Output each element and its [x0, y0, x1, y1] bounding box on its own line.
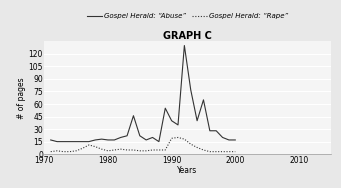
Gospel Herald: “Abuse”: (2e+03, 28): “Abuse”: (2e+03, 28) — [208, 130, 212, 132]
Gospel Herald: “Rape”: (1.98e+03, 4): “Rape”: (1.98e+03, 4) — [74, 150, 78, 152]
X-axis label: Years: Years — [177, 166, 198, 175]
Gospel Herald: “Rape”: (1.98e+03, 4): “Rape”: (1.98e+03, 4) — [138, 150, 142, 152]
Gospel Herald: “Abuse”: (1.97e+03, 15): “Abuse”: (1.97e+03, 15) — [55, 140, 59, 143]
Gospel Herald: “Rape”: (1.97e+03, 3): “Rape”: (1.97e+03, 3) — [61, 151, 65, 153]
Gospel Herald: “Rape”: (1.97e+03, 3): “Rape”: (1.97e+03, 3) — [49, 151, 53, 153]
Gospel Herald: “Rape”: (1.99e+03, 8): “Rape”: (1.99e+03, 8) — [195, 146, 199, 149]
Gospel Herald: “Rape”: (1.99e+03, 5): “Rape”: (1.99e+03, 5) — [157, 149, 161, 151]
Gospel Herald: “Abuse”: (1.98e+03, 20): “Abuse”: (1.98e+03, 20) — [119, 136, 123, 139]
Gospel Herald: “Rape”: (1.97e+03, 3): “Rape”: (1.97e+03, 3) — [68, 151, 72, 153]
Gospel Herald: “Rape”: (1.98e+03, 5): “Rape”: (1.98e+03, 5) — [131, 149, 135, 151]
Gospel Herald: “Abuse”: (1.99e+03, 55): “Abuse”: (1.99e+03, 55) — [163, 107, 167, 109]
Gospel Herald: “Rape”: (1.97e+03, 4): “Rape”: (1.97e+03, 4) — [55, 150, 59, 152]
Gospel Herald: “Rape”: (2e+03, 3): “Rape”: (2e+03, 3) — [208, 151, 212, 153]
Gospel Herald: “Abuse”: (1.99e+03, 40): “Abuse”: (1.99e+03, 40) — [169, 120, 174, 122]
Gospel Herald: “Abuse”: (1.99e+03, 15): “Abuse”: (1.99e+03, 15) — [157, 140, 161, 143]
Gospel Herald: “Rape”: (1.99e+03, 18): “Rape”: (1.99e+03, 18) — [182, 138, 187, 140]
Gospel Herald: “Abuse”: (1.99e+03, 130): “Abuse”: (1.99e+03, 130) — [182, 44, 187, 47]
Gospel Herald: “Rape”: (2e+03, 3): “Rape”: (2e+03, 3) — [227, 151, 231, 153]
Gospel Herald: “Abuse”: (2e+03, 65): “Abuse”: (2e+03, 65) — [202, 99, 206, 101]
Gospel Herald: “Rape”: (1.98e+03, 5): “Rape”: (1.98e+03, 5) — [125, 149, 129, 151]
Gospel Herald: “Abuse”: (1.99e+03, 17): “Abuse”: (1.99e+03, 17) — [144, 139, 148, 141]
Gospel Herald: “Abuse”: (1.98e+03, 17): “Abuse”: (1.98e+03, 17) — [106, 139, 110, 141]
Line: Gospel Herald: “Rape”: Gospel Herald: “Rape” — [51, 137, 235, 152]
Gospel Herald: “Rape”: (2e+03, 3): “Rape”: (2e+03, 3) — [233, 151, 237, 153]
Gospel Herald: “Abuse”: (1.98e+03, 15): “Abuse”: (1.98e+03, 15) — [74, 140, 78, 143]
Gospel Herald: “Abuse”: (1.99e+03, 40): “Abuse”: (1.99e+03, 40) — [195, 120, 199, 122]
Gospel Herald: “Abuse”: (1.98e+03, 18): “Abuse”: (1.98e+03, 18) — [100, 138, 104, 140]
Gospel Herald: “Rape”: (1.99e+03, 5): “Rape”: (1.99e+03, 5) — [150, 149, 154, 151]
Gospel Herald: “Rape”: (1.99e+03, 20): “Rape”: (1.99e+03, 20) — [176, 136, 180, 139]
Gospel Herald: “Abuse”: (2e+03, 17): “Abuse”: (2e+03, 17) — [227, 139, 231, 141]
Gospel Herald: “Abuse”: (1.98e+03, 22): “Abuse”: (1.98e+03, 22) — [138, 135, 142, 137]
Legend: Gospel Herald: “Abuse”, Gospel Herald: “Rape”: Gospel Herald: “Abuse”, Gospel Herald: “… — [87, 13, 288, 19]
Gospel Herald: “Rape”: (1.98e+03, 5): “Rape”: (1.98e+03, 5) — [112, 149, 116, 151]
Gospel Herald: “Rape”: (2e+03, 3): “Rape”: (2e+03, 3) — [221, 151, 225, 153]
Gospel Herald: “Rape”: (2e+03, 3): “Rape”: (2e+03, 3) — [214, 151, 218, 153]
Gospel Herald: “Rape”: (1.98e+03, 9): “Rape”: (1.98e+03, 9) — [93, 146, 97, 148]
Gospel Herald: “Rape”: (1.99e+03, 12): “Rape”: (1.99e+03, 12) — [189, 143, 193, 145]
Gospel Herald: “Abuse”: (1.99e+03, 77): “Abuse”: (1.99e+03, 77) — [189, 89, 193, 91]
Gospel Herald: “Abuse”: (2e+03, 20): “Abuse”: (2e+03, 20) — [221, 136, 225, 139]
Gospel Herald: “Abuse”: (1.98e+03, 46): “Abuse”: (1.98e+03, 46) — [131, 115, 135, 117]
Gospel Herald: “Abuse”: (1.98e+03, 15): “Abuse”: (1.98e+03, 15) — [80, 140, 85, 143]
Gospel Herald: “Rape”: (1.99e+03, 4): “Rape”: (1.99e+03, 4) — [144, 150, 148, 152]
Gospel Herald: “Rape”: (1.99e+03, 19): “Rape”: (1.99e+03, 19) — [169, 137, 174, 139]
Gospel Herald: “Rape”: (1.98e+03, 7): “Rape”: (1.98e+03, 7) — [80, 147, 85, 149]
Gospel Herald: “Abuse”: (1.99e+03, 35): “Abuse”: (1.99e+03, 35) — [176, 124, 180, 126]
Gospel Herald: “Rape”: (2e+03, 5): “Rape”: (2e+03, 5) — [202, 149, 206, 151]
Gospel Herald: “Abuse”: (1.98e+03, 17): “Abuse”: (1.98e+03, 17) — [112, 139, 116, 141]
Gospel Herald: “Abuse”: (1.98e+03, 17): “Abuse”: (1.98e+03, 17) — [93, 139, 97, 141]
Y-axis label: # of pages: # of pages — [17, 77, 26, 119]
Gospel Herald: “Rape”: (1.98e+03, 4): “Rape”: (1.98e+03, 4) — [106, 150, 110, 152]
Title: GRAPH C: GRAPH C — [163, 31, 212, 41]
Gospel Herald: “Abuse”: (1.97e+03, 17): “Abuse”: (1.97e+03, 17) — [49, 139, 53, 141]
Line: Gospel Herald: “Abuse”: Gospel Herald: “Abuse” — [51, 45, 235, 142]
Gospel Herald: “Abuse”: (2e+03, 28): “Abuse”: (2e+03, 28) — [214, 130, 218, 132]
Gospel Herald: “Abuse”: (1.97e+03, 15): “Abuse”: (1.97e+03, 15) — [61, 140, 65, 143]
Gospel Herald: “Abuse”: (2e+03, 17): “Abuse”: (2e+03, 17) — [233, 139, 237, 141]
Gospel Herald: “Abuse”: (1.99e+03, 20): “Abuse”: (1.99e+03, 20) — [150, 136, 154, 139]
Gospel Herald: “Rape”: (1.98e+03, 6): “Rape”: (1.98e+03, 6) — [100, 148, 104, 150]
Gospel Herald: “Abuse”: (1.98e+03, 15): “Abuse”: (1.98e+03, 15) — [87, 140, 91, 143]
Gospel Herald: “Rape”: (1.98e+03, 11): “Rape”: (1.98e+03, 11) — [87, 144, 91, 146]
Gospel Herald: “Abuse”: (1.97e+03, 15): “Abuse”: (1.97e+03, 15) — [68, 140, 72, 143]
Gospel Herald: “Abuse”: (1.98e+03, 22): “Abuse”: (1.98e+03, 22) — [125, 135, 129, 137]
Gospel Herald: “Rape”: (1.99e+03, 5): “Rape”: (1.99e+03, 5) — [163, 149, 167, 151]
Gospel Herald: “Rape”: (1.98e+03, 6): “Rape”: (1.98e+03, 6) — [119, 148, 123, 150]
